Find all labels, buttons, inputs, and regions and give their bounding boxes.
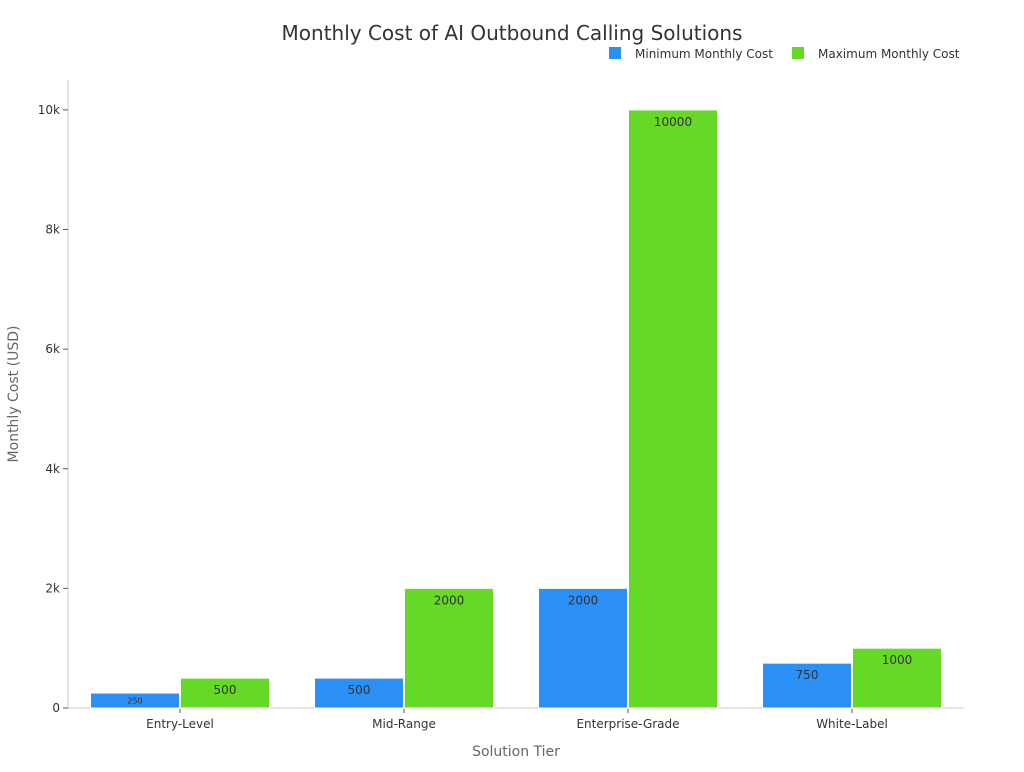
y-tick-label: 0 bbox=[52, 701, 60, 715]
bar-maximum-mid-range bbox=[404, 587, 494, 709]
legend: Minimum Monthly Cost Maximum Monthly Cost bbox=[609, 47, 960, 61]
axes: 0 2k 4k 6k 8k 10k Entry-Level Mid-Range Enterpr… bbox=[38, 80, 964, 731]
y-tick-label: 8k bbox=[45, 223, 60, 237]
bar-maximum-white-label bbox=[852, 647, 942, 709]
x-tick-label: Mid-Range bbox=[372, 717, 436, 731]
bar-maximum-enterprise-grade bbox=[628, 109, 718, 709]
y-tick-label: 6k bbox=[45, 342, 60, 356]
bar-data-label: 2000 bbox=[434, 593, 465, 607]
bar-data-label: 10000 bbox=[654, 115, 692, 129]
y-tick-label: 10k bbox=[38, 103, 60, 117]
x-axis-title: Solution Tier bbox=[472, 744, 560, 760]
bar-minimum-entry-level bbox=[90, 692, 180, 709]
bar-data-label: 1000 bbox=[882, 653, 913, 667]
bar-minimum-mid-range bbox=[314, 677, 404, 709]
bar-minimum-white-label bbox=[762, 662, 852, 709]
bar-data-label: 250 bbox=[127, 697, 142, 706]
bar-labels: 250 500 500 2000 2000 10000 750 1000 bbox=[127, 115, 912, 706]
y-axis-title: Monthly Cost (USD) bbox=[6, 326, 22, 463]
bar-maximum-entry-level bbox=[180, 677, 270, 709]
bar-data-label: 500 bbox=[214, 683, 237, 697]
legend-label: Minimum Monthly Cost bbox=[635, 47, 773, 61]
bar-minimum-enterprise-grade bbox=[538, 587, 628, 709]
chart-title: Monthly Cost of AI Outbound Calling Solu… bbox=[282, 21, 743, 45]
legend-swatch bbox=[609, 47, 621, 59]
x-tick-label: White-Label bbox=[816, 717, 888, 731]
legend-label: Maximum Monthly Cost bbox=[818, 47, 960, 61]
y-tick-label: 4k bbox=[45, 462, 60, 476]
x-tick-label: Enterprise-Grade bbox=[576, 717, 679, 731]
bar-data-label: 500 bbox=[348, 683, 371, 697]
legend-swatch bbox=[792, 47, 804, 59]
bars bbox=[90, 109, 942, 709]
y-ticks: 0 2k 4k 6k 8k 10k bbox=[38, 103, 68, 715]
bar-data-label: 750 bbox=[796, 668, 819, 682]
x-tick-label: Entry-Level bbox=[146, 717, 214, 731]
bar-data-label: 2000 bbox=[568, 593, 599, 607]
x-ticks: Entry-Level Mid-Range Enterprise-Grade Whit… bbox=[146, 708, 888, 731]
y-tick-label: 2k bbox=[45, 581, 60, 595]
